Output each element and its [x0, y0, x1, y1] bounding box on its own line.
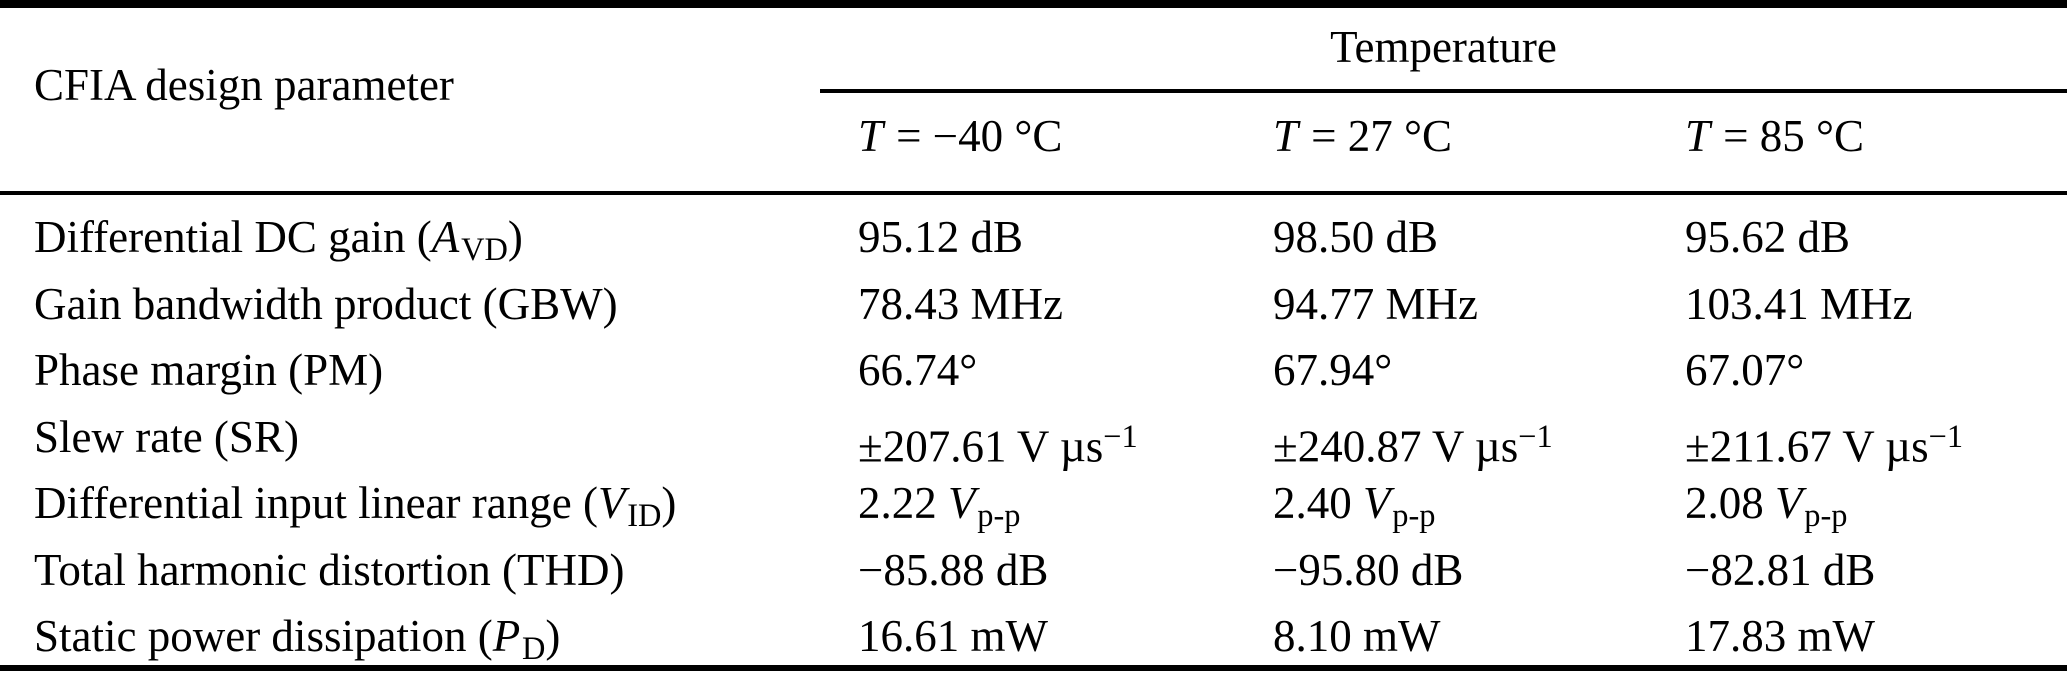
superscript: −1	[1518, 418, 1553, 455]
header-separator-rule	[0, 191, 2067, 195]
subscript: D	[521, 631, 546, 668]
value-27c: 67.94°	[1273, 348, 1392, 393]
text-segment: ±211.67 V µs	[1685, 421, 1929, 472]
value-85c: 95.62 dB	[1685, 215, 1850, 260]
superscript: −1	[1103, 418, 1138, 455]
subscript: p-p	[1804, 498, 1848, 535]
text-segment: Gain bandwidth product (GBW)	[34, 278, 618, 329]
row-label: Total harmonic distortion (THD)	[34, 544, 625, 595]
table-row: Gain bandwidth product (GBW) 78.43 MHz 9…	[0, 278, 2067, 329]
text-segment: 66.74°	[858, 345, 978, 395]
row-label: Phase margin (PM)	[34, 348, 383, 393]
table-row: Slew rate (SR) ±207.61 V µs−1 ±240.87 V …	[0, 411, 2067, 469]
value-27c: 2.40 Vp-p	[1273, 481, 1435, 539]
variable-symbol: T	[858, 111, 884, 161]
text-segment: 17.83 mW	[1685, 611, 1875, 661]
text-segment: ±240.87 V µs	[1273, 421, 1519, 472]
text-segment: 94.77 MHz	[1273, 278, 1478, 329]
text-segment: 98.50 dB	[1273, 212, 1439, 262]
param-column-header: CFIA design parameter	[34, 60, 454, 110]
text-segment: = 85 °C	[1711, 111, 1864, 161]
variable-symbol: V	[1775, 478, 1803, 528]
superscript: −1	[1928, 418, 1964, 455]
variable-symbol: V	[597, 478, 626, 528]
table-row: Phase margin (PM) 66.74° 67.94° 67.07°	[0, 348, 2067, 393]
value-85c: 17.83 mW	[1685, 614, 1875, 659]
text-segment: 2.40	[1273, 478, 1363, 528]
value-85c: 2.08 Vp-p	[1685, 481, 1847, 539]
row-label: Slew rate (SR)	[34, 411, 299, 462]
subscript: p-p	[1392, 498, 1436, 535]
value-minus40c: 2.22 Vp-p	[858, 481, 1020, 539]
text-segment: Total harmonic distortion (THD)	[34, 544, 625, 595]
text-segment: )	[545, 611, 561, 661]
table-row: Total harmonic distortion (THD) −85.88 d…	[0, 544, 2067, 595]
text-segment: 16.61 mW	[858, 611, 1048, 661]
row-label: Differential input linear range (VID)	[34, 481, 676, 539]
value-27c: 98.50 dB	[1273, 215, 1438, 260]
text-segment: −95.80 dB	[1273, 544, 1464, 595]
value-85c: 67.07°	[1685, 348, 1804, 393]
text-segment: 67.94°	[1273, 345, 1393, 395]
text-segment: 95.62 dB	[1685, 212, 1851, 262]
text-segment: )	[507, 212, 523, 262]
text-segment: 2.22	[858, 478, 948, 528]
text-segment: 67.07°	[1685, 345, 1805, 395]
text-segment: 95.12 dB	[858, 212, 1024, 262]
text-segment: −85.88 dB	[858, 544, 1049, 595]
text-segment: = 27 °C	[1299, 111, 1452, 161]
value-minus40c: ±207.61 V µs−1	[858, 415, 1138, 470]
table-top-rule	[0, 0, 2067, 8]
value-27c: 8.10 mW	[1273, 614, 1440, 659]
variable-symbol: P	[492, 611, 521, 661]
subscript: VD	[461, 232, 508, 269]
table-bottom-rule	[0, 665, 2067, 671]
text-segment: 78.43 MHz	[858, 278, 1063, 329]
text-segment: Differential input linear range (	[34, 478, 598, 528]
value-27c: 94.77 MHz	[1273, 278, 1478, 329]
text-segment: Slew rate (SR)	[34, 411, 299, 462]
variable-symbol: V	[948, 478, 976, 528]
variable-symbol: T	[1273, 111, 1299, 161]
row-label: Differential DC gain (AVD)	[34, 215, 523, 273]
text-segment: 103.41 MHz	[1685, 278, 1913, 329]
text-segment: Differential DC gain (	[34, 212, 432, 262]
column-header-85c: T = 85 °C	[1685, 114, 1864, 159]
table-row: Static power dissipation (PD) 16.61 mW 8…	[0, 614, 2067, 668]
text-segment: )	[661, 478, 677, 528]
subscript: ID	[627, 498, 662, 535]
table-row: Differential DC gain (AVD) 95.12 dB 98.5…	[0, 215, 2067, 269]
variable-symbol: A	[431, 212, 460, 262]
temperature-group-header: Temperature	[1330, 22, 1557, 72]
value-minus40c: 16.61 mW	[858, 614, 1048, 659]
column-header-27c: T = 27 °C	[1273, 114, 1452, 159]
value-85c: ±211.67 V µs−1	[1685, 415, 1963, 470]
value-minus40c: −85.88 dB	[858, 544, 1049, 595]
text-segment: Phase margin (PM)	[34, 345, 384, 395]
value-85c: −82.81 dB	[1685, 544, 1876, 595]
value-27c: ±240.87 V µs−1	[1273, 415, 1553, 470]
value-minus40c: 66.74°	[858, 348, 977, 393]
value-minus40c: 78.43 MHz	[858, 278, 1063, 329]
variable-symbol: V	[1363, 478, 1391, 528]
row-label: Gain bandwidth product (GBW)	[34, 278, 618, 329]
value-27c: −95.80 dB	[1273, 544, 1464, 595]
table-row: Differential input linear range (VID) 2.…	[0, 481, 2067, 535]
text-segment: −82.81 dB	[1685, 544, 1876, 595]
variable-symbol: T	[1685, 111, 1711, 161]
column-header-minus40c: T = −40 °C	[858, 114, 1062, 159]
row-label: Static power dissipation (PD)	[34, 614, 560, 672]
temperature-group-rule	[820, 89, 2067, 93]
subscript: p-p	[977, 498, 1021, 535]
text-segment: ±207.61 V µs	[858, 421, 1104, 472]
text-segment: 2.08	[1685, 478, 1775, 528]
text-segment: Static power dissipation (	[34, 611, 493, 661]
value-85c: 103.41 MHz	[1685, 278, 1913, 329]
text-segment: = −40 °C	[884, 111, 1063, 161]
value-minus40c: 95.12 dB	[858, 215, 1023, 260]
text-segment: 8.10 mW	[1273, 611, 1441, 661]
